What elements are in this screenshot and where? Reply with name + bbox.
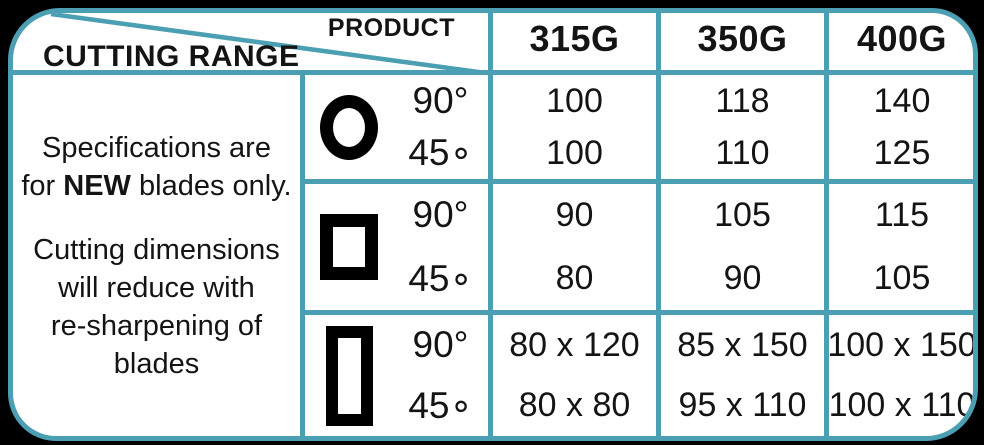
values-circle-315g: 100 100 <box>493 75 656 179</box>
value-45: 95 x 110 <box>678 386 807 425</box>
note-line: re-sharpening of <box>50 309 263 342</box>
note-bold-word: NEW <box>63 169 131 202</box>
shape-row-square: 90° 45∘ <box>305 184 488 310</box>
note-line: for NEW blades only. <box>21 167 291 205</box>
square-icon <box>320 214 378 280</box>
values-circle-400g: 140 125 <box>829 75 973 179</box>
value-90: 90 <box>555 196 594 234</box>
column-header-400g: 400G <box>856 17 948 59</box>
note-line: Specifications are <box>42 131 271 164</box>
values-rectangle-350g: 85 x 150 95 x 110 <box>661 315 824 436</box>
grid-line-row1-bottom <box>300 179 973 184</box>
values-square-400g: 115 105 <box>829 184 973 310</box>
value-45: 100 x 110 <box>828 386 976 425</box>
values-rectangle-315g: 80 x 120 80 x 80 <box>493 315 656 436</box>
header-product-label: PRODUCT <box>327 14 455 42</box>
value-90: 100 <box>546 81 603 120</box>
grid-line-vertical-col2 <box>656 13 661 436</box>
angle-45-label: 45∘ <box>408 257 473 299</box>
rectangle-icon <box>325 325 373 426</box>
angle-box: 90° 45∘ <box>393 184 488 310</box>
note-text: for <box>21 169 64 202</box>
grid-line-vertical-col3 <box>824 13 829 436</box>
value-45: 90 <box>723 259 762 297</box>
grid-line-row2-bottom <box>300 310 973 315</box>
table-panel: PRODUCT CUTTING RANGE 315G 350G 400G Spe… <box>8 8 978 441</box>
note-cell: Specifications are for NEW blades only. … <box>13 75 300 436</box>
icon-box <box>305 75 393 179</box>
value-90: 100 x 150 <box>827 325 977 364</box>
icon-box <box>305 184 393 310</box>
angle-45-label: 45∘ <box>408 132 473 174</box>
value-90: 118 <box>715 81 770 120</box>
shape-row-rectangle: 90° 45∘ <box>305 315 488 436</box>
value-45: 80 <box>555 259 594 297</box>
value-45: 80 x 80 <box>518 386 631 425</box>
values-square-350g: 105 90 <box>661 184 824 310</box>
column-header-315g: 315G <box>529 17 620 59</box>
value-45: 110 <box>715 133 770 172</box>
values-circle-350g: 118 110 <box>661 75 824 179</box>
value-90: 115 <box>874 196 930 234</box>
icon-box <box>305 315 393 436</box>
value-90: 105 <box>714 196 771 234</box>
note-line: will reduce with <box>58 271 255 304</box>
values-rectangle-400g: 100 x 150 100 x 110 <box>827 315 977 436</box>
angle-90-label: 90° <box>412 194 469 236</box>
header-cutting-range-label: CUTTING RANGE <box>43 40 300 73</box>
circle-icon <box>320 94 378 160</box>
value-45: 100 <box>546 133 603 172</box>
grid-line-vertical-col1 <box>488 13 493 436</box>
values-square-315g: 90 80 <box>493 184 656 310</box>
value-45: 125 <box>873 133 931 172</box>
note-text: blades only. <box>130 169 292 202</box>
angle-box: 90° 45∘ <box>393 315 488 436</box>
grid-line-vertical-shapes <box>300 70 305 436</box>
shape-row-circle: 90° 45∘ <box>305 75 488 179</box>
column-header-350g: 350G <box>697 17 788 59</box>
angle-45-label: 45∘ <box>408 385 473 426</box>
value-90: 80 x 120 <box>509 325 640 364</box>
value-90: 140 <box>873 81 931 120</box>
value-90: 85 x 150 <box>677 325 808 364</box>
note-line: blades <box>113 347 200 380</box>
angle-box: 90° 45∘ <box>393 75 488 179</box>
note-line: Cutting dimensions <box>33 233 280 266</box>
angle-90-label: 90° <box>412 324 469 365</box>
value-45: 105 <box>873 259 931 297</box>
angle-90-label: 90° <box>412 79 469 121</box>
